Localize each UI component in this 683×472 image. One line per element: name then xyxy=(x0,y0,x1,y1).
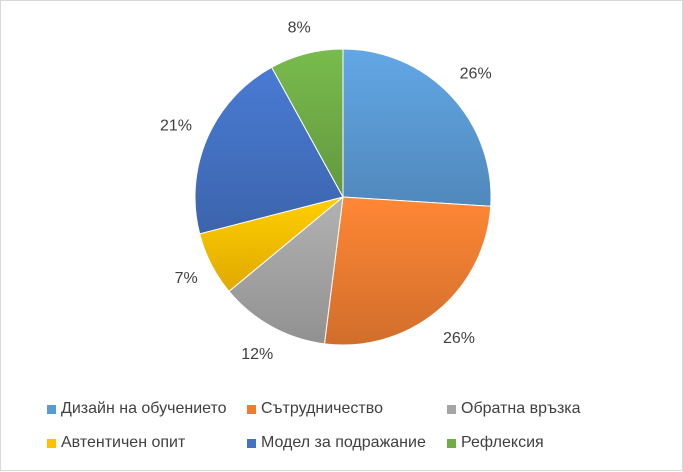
legend-swatch-2 xyxy=(447,404,456,414)
data-label-4: 21% xyxy=(160,118,192,135)
legend-swatch-1 xyxy=(247,404,256,414)
legend-label-2: Обратна връзка xyxy=(461,400,581,417)
pie-data-labels: 26% 26% 12% 7% 21% 8% xyxy=(160,20,492,363)
legend-label-4: Модел за подражание xyxy=(261,434,426,451)
legend-item-5: Рефлексия xyxy=(447,434,544,452)
legend-swatch-5 xyxy=(447,438,456,448)
legend-item-0: Дизайн на обучението xyxy=(47,400,227,418)
pie-slice-5 xyxy=(271,48,344,198)
legend-swatch-4 xyxy=(247,438,256,448)
data-label-5: 8% xyxy=(288,20,311,37)
legend-item-2: Обратна връзка xyxy=(447,400,581,418)
legend-swatch-0 xyxy=(47,404,56,414)
data-label-0: 26% xyxy=(460,65,492,82)
legend-item-4: Модел за подражание xyxy=(247,434,426,452)
legend-label-3: Автентичен опит xyxy=(61,434,186,451)
pie-slice-0 xyxy=(342,48,492,207)
pie-slice-1 xyxy=(323,196,492,346)
data-label-2: 12% xyxy=(241,346,273,363)
pie-slice-2 xyxy=(228,195,344,345)
data-label-3: 7% xyxy=(175,270,198,287)
data-label-1: 26% xyxy=(443,330,475,347)
legend-label-0: Дизайн на обучението xyxy=(61,400,227,417)
legend-item-1: Сътрудничество xyxy=(247,400,383,418)
pie-slice-4 xyxy=(194,66,344,235)
legend-swatch-3 xyxy=(47,438,56,448)
legend: Дизайн на обучението Сътрудничество Обра… xyxy=(47,398,657,458)
legend-item-3: Автентичен опит xyxy=(47,434,185,452)
pie-slices xyxy=(194,48,492,346)
legend-label-1: Сътрудничество xyxy=(261,400,383,417)
legend-label-5: Рефлексия xyxy=(461,434,544,451)
